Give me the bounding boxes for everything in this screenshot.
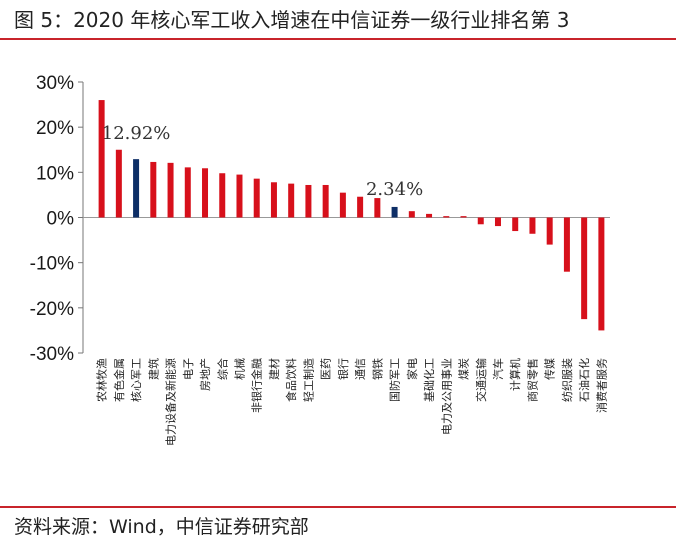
category-label: 国防军工 [388, 358, 402, 402]
bar [598, 217, 605, 331]
category-label: 非银行金融 [250, 358, 264, 413]
category-label: 消费者服务 [594, 358, 608, 413]
figure-title: 图 5：2020 年核心军工收入增速在中信证券一级行业排名第 3 [14, 8, 570, 32]
bar [322, 184, 329, 218]
y-tick-label: -20% [30, 299, 74, 320]
category-label: 商贸零售 [525, 358, 539, 402]
category-label: 通信 [354, 358, 367, 380]
category-label: 建筑 [146, 358, 160, 380]
category-label: 煤炭 [458, 358, 471, 380]
bar [374, 198, 381, 218]
bar [133, 159, 140, 218]
category-label: 电力设备及新能源 [164, 358, 178, 446]
bar [236, 174, 243, 218]
data-annotation: 12.92% [102, 123, 171, 144]
bar [288, 183, 295, 218]
y-tick-label: -30% [30, 344, 74, 365]
category-label: 核心军工 [129, 358, 143, 402]
category-label: 计算机 [508, 358, 522, 391]
category-label: 基础化工 [422, 358, 436, 402]
category-label: 医药 [320, 358, 333, 380]
title-divider [0, 38, 676, 40]
category-label: 机械 [232, 358, 246, 380]
bar [167, 162, 174, 218]
annotations: 12.92% 2.34% [102, 123, 423, 200]
category-labels: 农林牧渔 有色金属 核心军工 建筑 电力设备及新能源 电子 房地产 综合 机械 非银行金融 建材 食品… [95, 358, 609, 446]
category-label: 电力及公用事业 [440, 358, 453, 435]
bar [219, 173, 226, 218]
y-tick-label: 20% [36, 118, 74, 139]
bar [115, 149, 122, 218]
category-label: 汽车 [491, 358, 505, 380]
bar [546, 217, 553, 245]
category-label: 钢铁 [371, 358, 384, 380]
bar [426, 213, 433, 218]
category-label: 有色金属 [112, 358, 126, 402]
y-tick-label: 0% [47, 209, 75, 230]
bar [443, 216, 450, 218]
category-label: 农林牧渔 [95, 358, 109, 402]
category-label: 石油石化 [577, 358, 591, 402]
category-label: 传媒 [544, 358, 557, 380]
y-axis: 30% 20% 10% 0% -10% -20% -30% [30, 73, 84, 365]
y-tick-label: -10% [30, 254, 74, 275]
bar [494, 217, 501, 227]
source-note: 资料来源：Wind，中信证券研究部 [14, 516, 309, 538]
data-annotation: 2.34% [366, 179, 423, 200]
category-label: 房地产 [198, 358, 212, 391]
y-tick-label: 10% [36, 163, 74, 184]
category-label: 纺织服装 [560, 358, 574, 402]
bar [581, 217, 588, 320]
bar [184, 167, 191, 218]
category-label: 综合 [215, 358, 229, 380]
category-label: 建材 [267, 358, 281, 380]
category-label: 食品饮料 [284, 358, 298, 402]
source-divider [0, 506, 676, 508]
bar [529, 217, 536, 234]
y-tick-label: 30% [36, 73, 74, 94]
category-label: 家电 [405, 358, 419, 380]
bar [150, 161, 157, 218]
bar [460, 216, 467, 218]
bar-series [98, 100, 605, 331]
bar [477, 217, 484, 225]
bar [408, 211, 415, 218]
bar [357, 196, 364, 218]
bar [339, 192, 346, 218]
bar [270, 182, 277, 218]
bar-chart: 30%20%10%0%-10%-20%-30% 农林牧渔 有色金属 核心军工 建筑 电力… [30, 73, 610, 446]
category-label: 电子 [182, 358, 195, 380]
bar [98, 100, 105, 218]
category-label: 轻工制造 [301, 358, 315, 402]
bar [202, 168, 209, 218]
bar [512, 217, 519, 232]
category-label: 银行 [336, 358, 350, 380]
category-label: 交通运输 [474, 358, 488, 402]
bar [563, 217, 570, 272]
bar [253, 178, 260, 218]
bar [305, 184, 312, 218]
bar [391, 206, 398, 218]
